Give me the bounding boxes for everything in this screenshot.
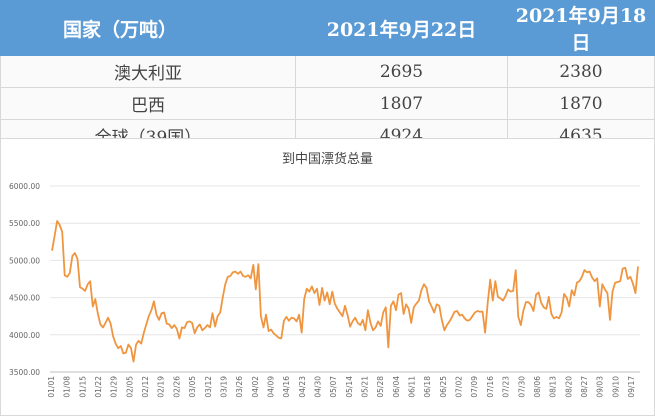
cell-value: 2380 (507, 55, 655, 88)
cell-country: 澳大利亚 (0, 55, 296, 88)
chart-container (0, 138, 655, 416)
cell-value: 2695 (295, 55, 508, 88)
header-country: 国家（万吨） (0, 0, 296, 56)
table-row: 澳大利亚 2695 2380 (0, 55, 655, 88)
cell-country: 巴西 (0, 87, 296, 120)
table-header-row: 国家（万吨） 2021年9月22日 2021年9月18日 (0, 0, 655, 56)
cell-value: 1807 (295, 87, 508, 120)
chart-title: 到中国漂货总量 (281, 152, 373, 167)
header-date-2: 2021年9月18日 (507, 0, 655, 56)
table-row: 巴西 1807 1870 (0, 87, 655, 120)
cell-value: 1870 (507, 87, 655, 120)
data-table: 国家（万吨） 2021年9月22日 2021年9月18日 澳大利亚 2695 2… (0, 0, 655, 152)
header-date-1: 2021年9月22日 (295, 0, 508, 56)
